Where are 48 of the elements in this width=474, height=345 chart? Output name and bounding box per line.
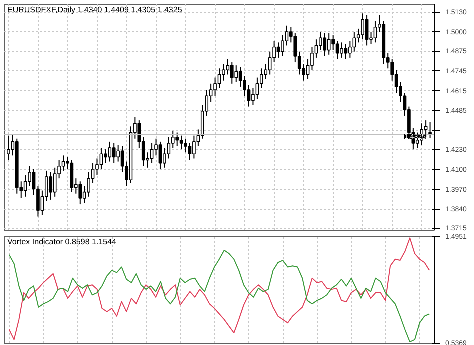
candlestick <box>365 14 369 46</box>
chart-title: Vortex Indicator 0.8598 1.1544 <box>8 238 118 246</box>
candlestick <box>336 40 340 60</box>
candlestick <box>180 135 184 150</box>
candlestick <box>348 40 352 58</box>
candlestick <box>268 51 272 76</box>
candlestick <box>252 88 255 106</box>
candlestick <box>218 68 222 89</box>
candlestick <box>184 138 188 154</box>
candlestick <box>100 148 104 170</box>
chart-title: EURUSDFXF,Daily 1.4340 1.4409 1.4305 1.4325 <box>8 6 183 14</box>
candlestick <box>226 58 230 76</box>
candlestick <box>78 181 82 206</box>
candlestick <box>24 175 28 198</box>
candlestick <box>150 142 154 164</box>
candlestick <box>361 13 364 40</box>
candlestick <box>344 44 348 60</box>
candlestick <box>332 34 335 51</box>
candlestick <box>49 172 53 200</box>
candlestick <box>340 42 344 58</box>
candlestick <box>108 141 112 162</box>
candlestick <box>176 132 180 148</box>
candlestick <box>230 62 234 84</box>
candlestick <box>167 136 171 160</box>
candlestick <box>28 166 32 187</box>
candlestick <box>234 65 238 83</box>
candlestick <box>158 141 162 170</box>
candlestick <box>222 64 226 82</box>
candlestick <box>87 172 90 198</box>
candlestick <box>112 142 116 164</box>
candlestick <box>352 31 356 52</box>
candlestick <box>323 33 327 57</box>
candlestick <box>319 31 322 51</box>
candlestick <box>104 149 108 164</box>
candlestick <box>62 155 66 172</box>
candlestick <box>53 167 57 198</box>
candlestick <box>243 76 246 97</box>
candlestick <box>256 77 260 100</box>
candlestick <box>188 142 192 161</box>
candlestick <box>374 20 378 44</box>
candlestick <box>310 46 314 71</box>
candlestick <box>192 135 196 160</box>
candlestick <box>247 84 251 108</box>
candlestick <box>214 77 217 97</box>
candlestick <box>327 33 331 56</box>
candlestick <box>238 66 242 88</box>
candlestick <box>281 34 284 57</box>
candlestick <box>7 135 10 161</box>
